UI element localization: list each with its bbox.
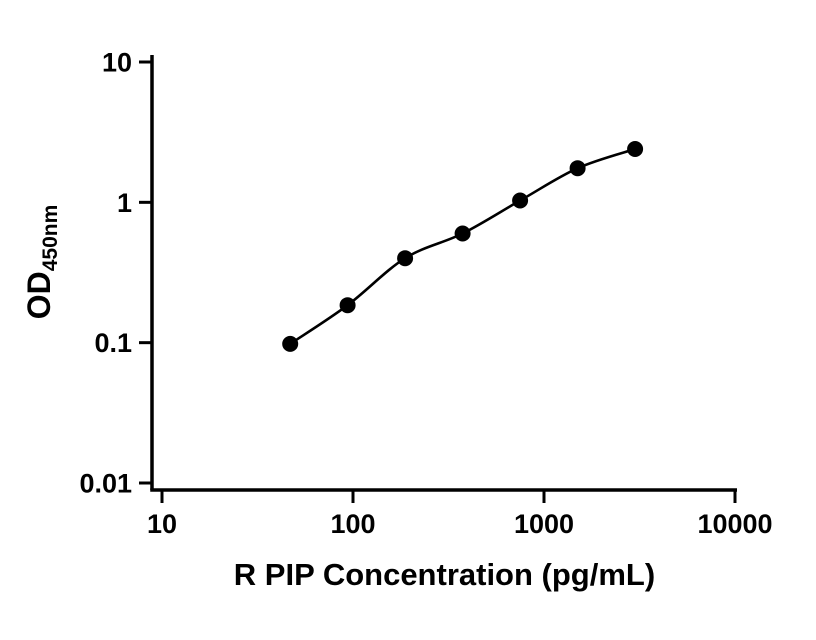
x-tick-label: 10000 xyxy=(697,509,772,539)
x-axis-title: R PIP Concentration (pg/mL) xyxy=(234,557,655,592)
y-tick-label: 0.01 xyxy=(79,469,132,499)
data-point-marker xyxy=(512,192,529,209)
y-axis-title: OD450nm xyxy=(21,205,62,320)
fitted-curve xyxy=(289,147,636,345)
data-point-marker xyxy=(569,160,586,177)
data-point-marker xyxy=(339,297,356,314)
y-tick-label: 0.1 xyxy=(94,328,132,358)
data-point-marker xyxy=(282,335,299,352)
x-tick-label: 10 xyxy=(147,509,177,539)
y-tick-label: 1 xyxy=(117,188,132,218)
x-tick-label: 1000 xyxy=(514,509,574,539)
x-tick-label: 100 xyxy=(330,509,375,539)
data-point-marker xyxy=(627,141,644,157)
data-point-marker xyxy=(397,250,414,267)
data-point-marker xyxy=(454,225,471,242)
y-tick-label: 10 xyxy=(102,48,132,78)
